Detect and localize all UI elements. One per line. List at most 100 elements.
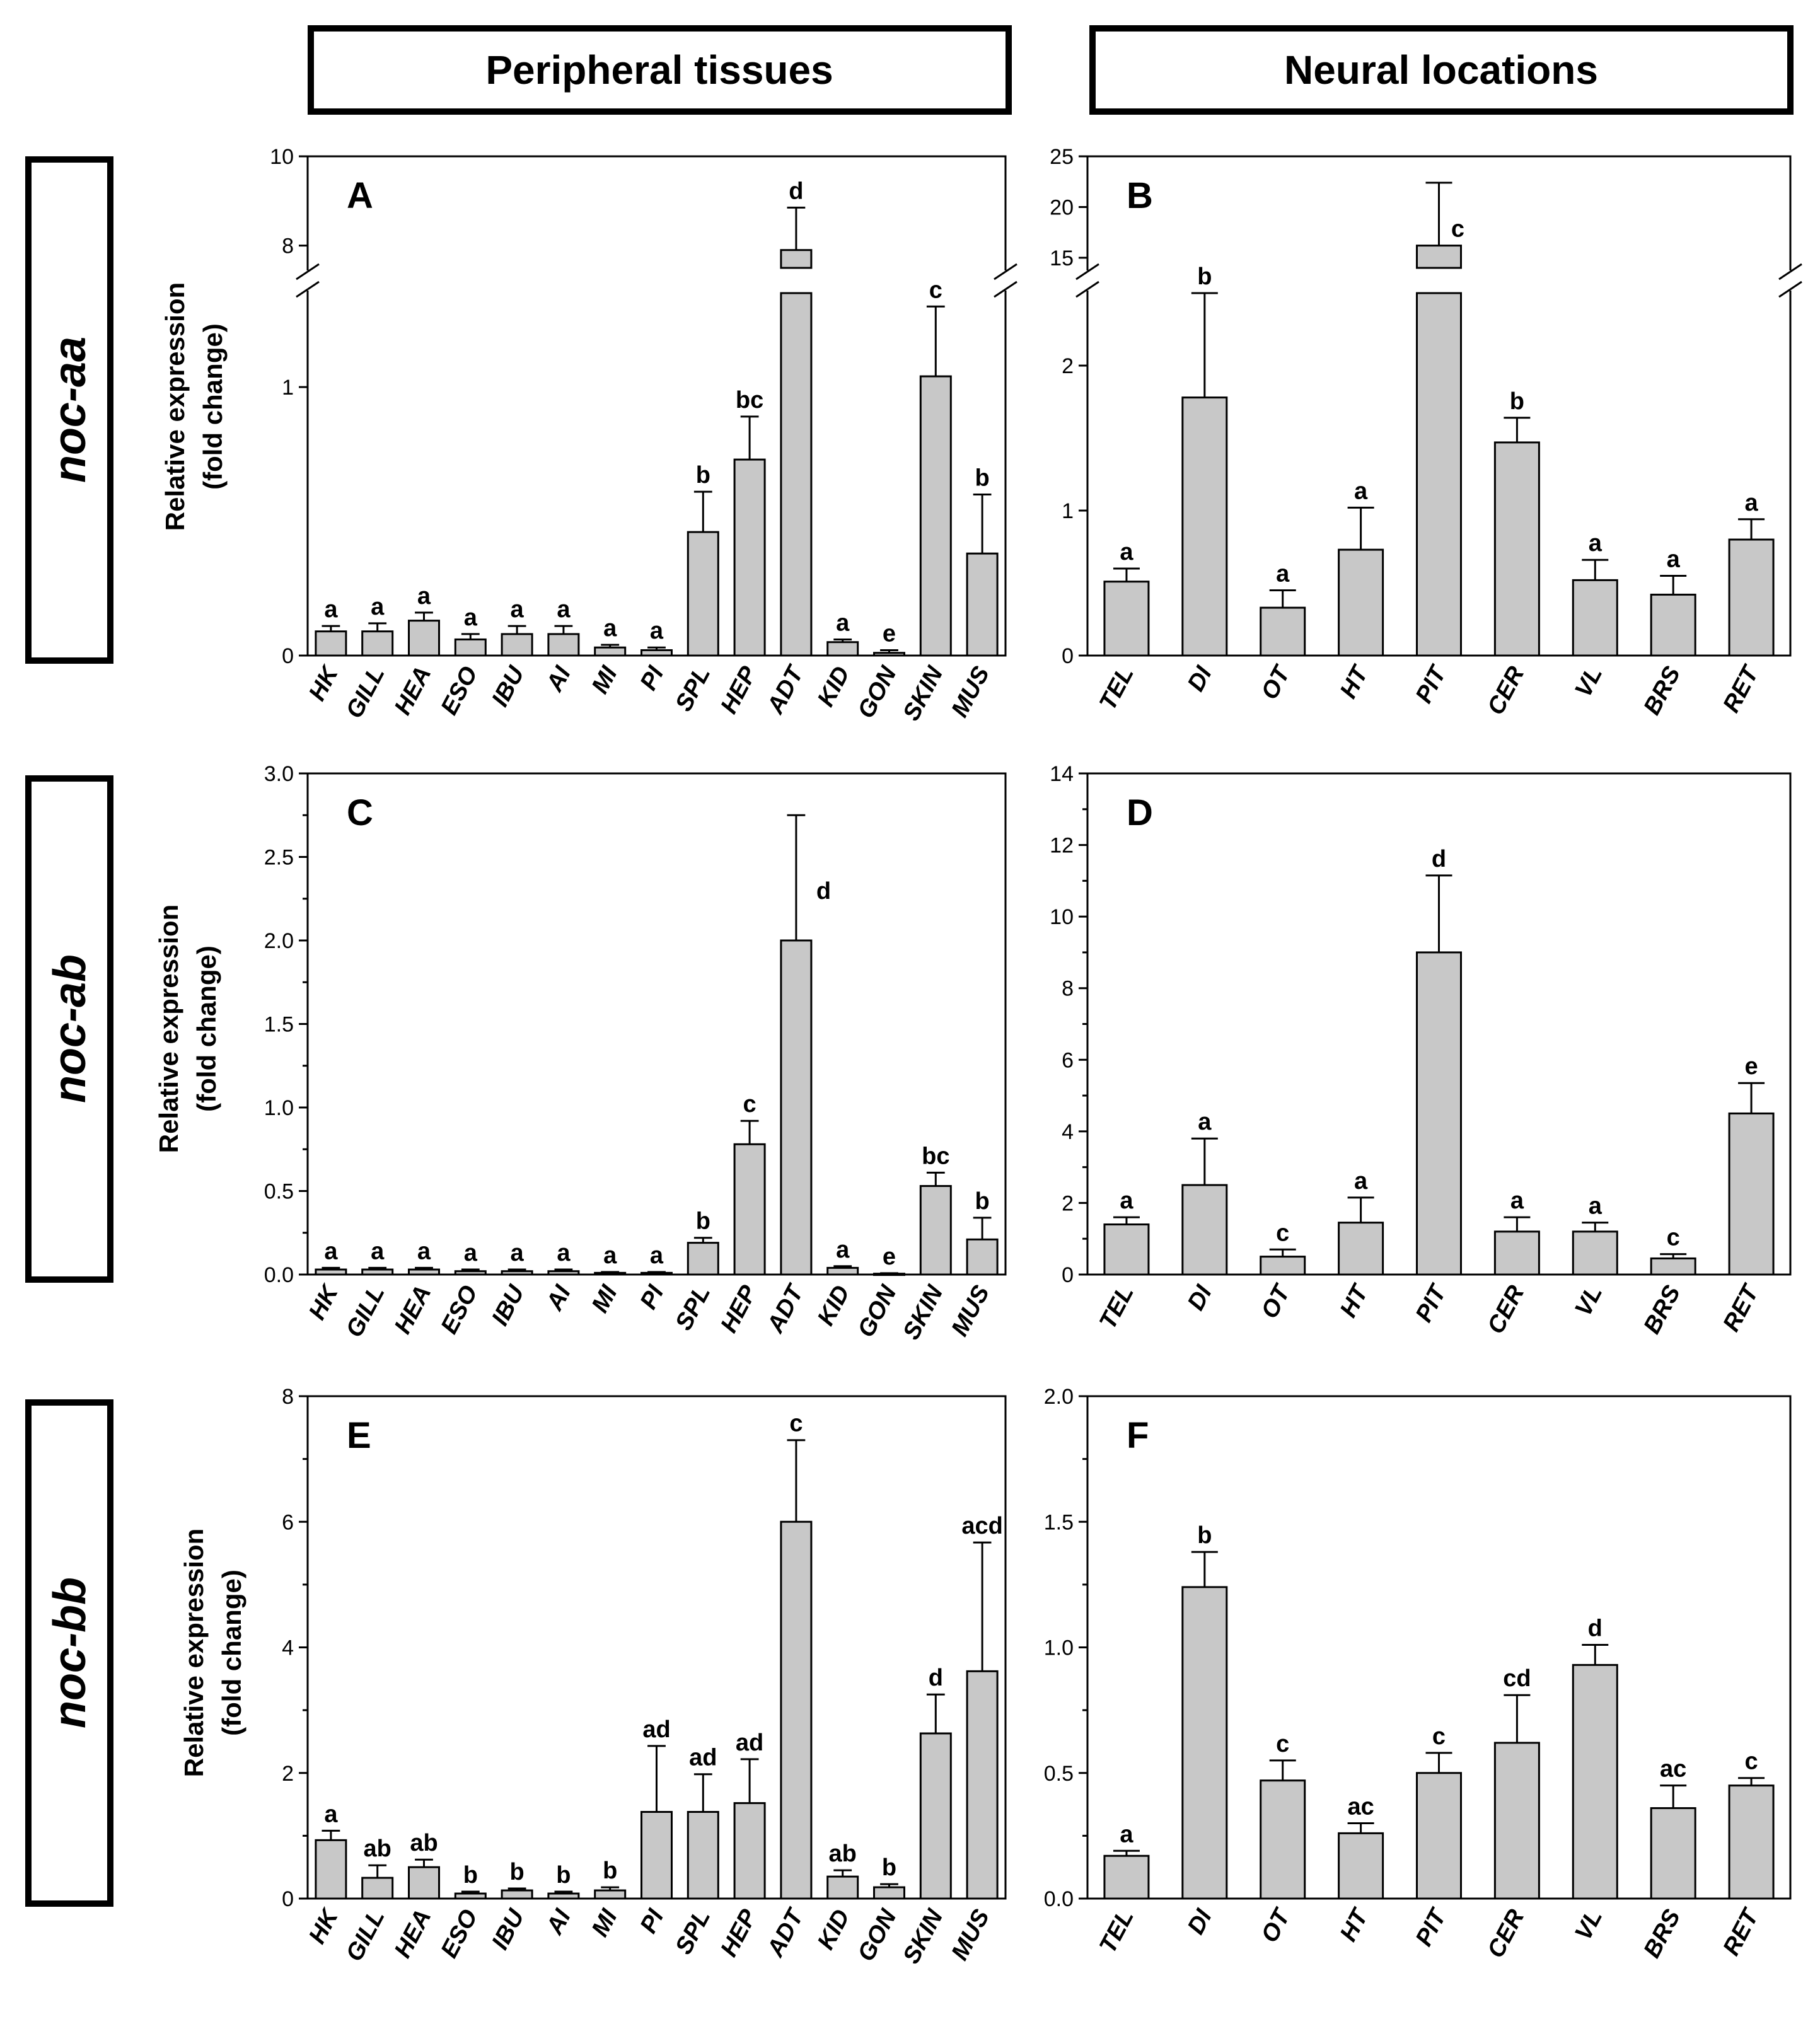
ylabel-E-line1: Relative expression <box>179 1529 209 1778</box>
bar-KID <box>826 641 859 657</box>
bar-VL <box>1572 1230 1618 1276</box>
sig-letter: a <box>511 596 525 623</box>
panel-C-frame <box>306 772 1007 1276</box>
ylabel-E-line2: (fold change) <box>217 1570 246 1736</box>
sig-letter: e <box>883 1244 896 1270</box>
axis-break-mark <box>1075 280 1099 298</box>
sig-letter: a <box>1589 1193 1603 1220</box>
panel-letter: A <box>347 175 373 216</box>
sig-letter: a <box>511 1240 525 1266</box>
sig-letter: a <box>557 1240 571 1266</box>
y-tick-label: 0 <box>282 644 294 668</box>
bar-CER <box>1493 1742 1540 1900</box>
bar-RET <box>1728 538 1775 657</box>
axis-break-mark <box>1778 263 1802 280</box>
x-tick-label: SKIN <box>898 661 949 725</box>
sig-letter: b <box>1510 388 1524 415</box>
sig-letter: acd <box>961 1513 1002 1539</box>
x-tick-label: KID <box>813 662 855 712</box>
bar-RET <box>1728 1784 1775 1900</box>
panel-letter: B <box>1127 175 1153 216</box>
bar-PI <box>640 649 673 657</box>
x-tick-label: HEP <box>716 662 762 718</box>
sig-letter: a <box>1510 1188 1524 1214</box>
sig-letter: b <box>1197 263 1212 290</box>
x-tick-label: PI <box>635 1904 670 1938</box>
bar-HK <box>315 1268 347 1276</box>
bar-VL <box>1572 579 1618 657</box>
y-tick-label: 1.0 <box>1044 1636 1074 1660</box>
x-tick-label: IBU <box>487 1280 530 1330</box>
x-tick-label: SKIN <box>898 1904 949 1968</box>
sig-letter: ad <box>642 1716 670 1743</box>
row-label-noc-ab-text: noc-ab <box>45 954 95 1103</box>
x-tick-label: MI <box>587 1280 623 1317</box>
x-tick-label: KID <box>813 1281 855 1331</box>
x-tick-label: VL <box>1570 1281 1608 1321</box>
bar-ADT-lower <box>780 292 813 657</box>
sig-letter: b <box>696 462 710 489</box>
y-tick-label: 14 <box>1050 762 1074 786</box>
y-tick-label: 0.0 <box>264 1263 294 1287</box>
sig-letter: b <box>556 1862 571 1888</box>
row-label-noc-ab: noc-ab <box>25 775 113 1283</box>
sig-letter: b <box>509 1859 524 1885</box>
y-tick-label: 10 <box>270 145 294 169</box>
x-tick-label: PIT <box>1411 661 1452 707</box>
bar-OT <box>1260 606 1306 657</box>
x-tick-label: ADT <box>762 661 810 719</box>
bar-HT <box>1338 1222 1384 1276</box>
bar-TEL <box>1103 581 1150 657</box>
panel-A-frame <box>306 155 1007 657</box>
x-tick-label: GILL <box>341 662 390 723</box>
bar-BRS <box>1650 1807 1696 1900</box>
sig-letter: a <box>324 596 338 623</box>
sig-letter: ac <box>1347 1793 1374 1820</box>
sig-letter: a <box>557 596 571 623</box>
y-tick-label: 2.5 <box>264 846 294 870</box>
axis-break-mark <box>1778 280 1802 298</box>
ylabel-A-line2: (fold change) <box>198 323 228 490</box>
sig-letter: ab <box>829 1841 857 1867</box>
y-tick-label: 1 <box>282 376 294 400</box>
sig-letter: a <box>417 583 431 610</box>
y-tick-label: 3.0 <box>264 762 294 786</box>
x-tick-label: HEP <box>716 1905 762 1961</box>
sig-letter: a <box>324 1801 338 1827</box>
y-tick-label: 0.0 <box>1044 1887 1074 1911</box>
bar-MI <box>594 646 627 657</box>
bar-KID <box>826 1266 859 1276</box>
sig-letter: a <box>650 1242 664 1269</box>
sig-letter: a <box>1120 539 1133 565</box>
sig-letter: a <box>1667 546 1681 573</box>
header-peripheral-text: Peripheral tissues <box>485 47 833 93</box>
sig-letter: a <box>1744 490 1758 516</box>
x-tick-label: ESO <box>436 662 483 720</box>
sig-letter: e <box>1744 1053 1758 1080</box>
x-tick-label: KID <box>813 1905 855 1955</box>
bar-ADT <box>780 1520 813 1900</box>
bar-HEP <box>733 1143 766 1276</box>
sig-letter: b <box>696 1208 710 1235</box>
bar-SPL <box>687 1811 719 1900</box>
x-tick-label: SPL <box>670 1905 716 1959</box>
x-tick-label: IBU <box>487 661 530 711</box>
bar-PI <box>640 1811 673 1900</box>
x-tick-label: HEA <box>390 1281 437 1339</box>
bar-PI <box>640 1271 673 1276</box>
y-tick-label: 10 <box>1050 905 1074 929</box>
y-tick-label: 6 <box>282 1510 294 1534</box>
sig-letter: a <box>464 604 478 631</box>
bar-ADT-upper <box>780 249 813 269</box>
x-tick-label: ESO <box>436 1281 483 1339</box>
bar-PIT-lower <box>1416 292 1462 657</box>
x-tick-label: MI <box>587 1904 623 1941</box>
sig-letter: a <box>836 1237 850 1263</box>
panel-letter: D <box>1127 792 1153 833</box>
bar-DI <box>1181 1586 1228 1900</box>
sig-letter: a <box>371 594 385 620</box>
bar-MI <box>594 1889 627 1900</box>
sig-letter: d <box>1588 1616 1603 1642</box>
axis-break-mark <box>296 263 320 280</box>
